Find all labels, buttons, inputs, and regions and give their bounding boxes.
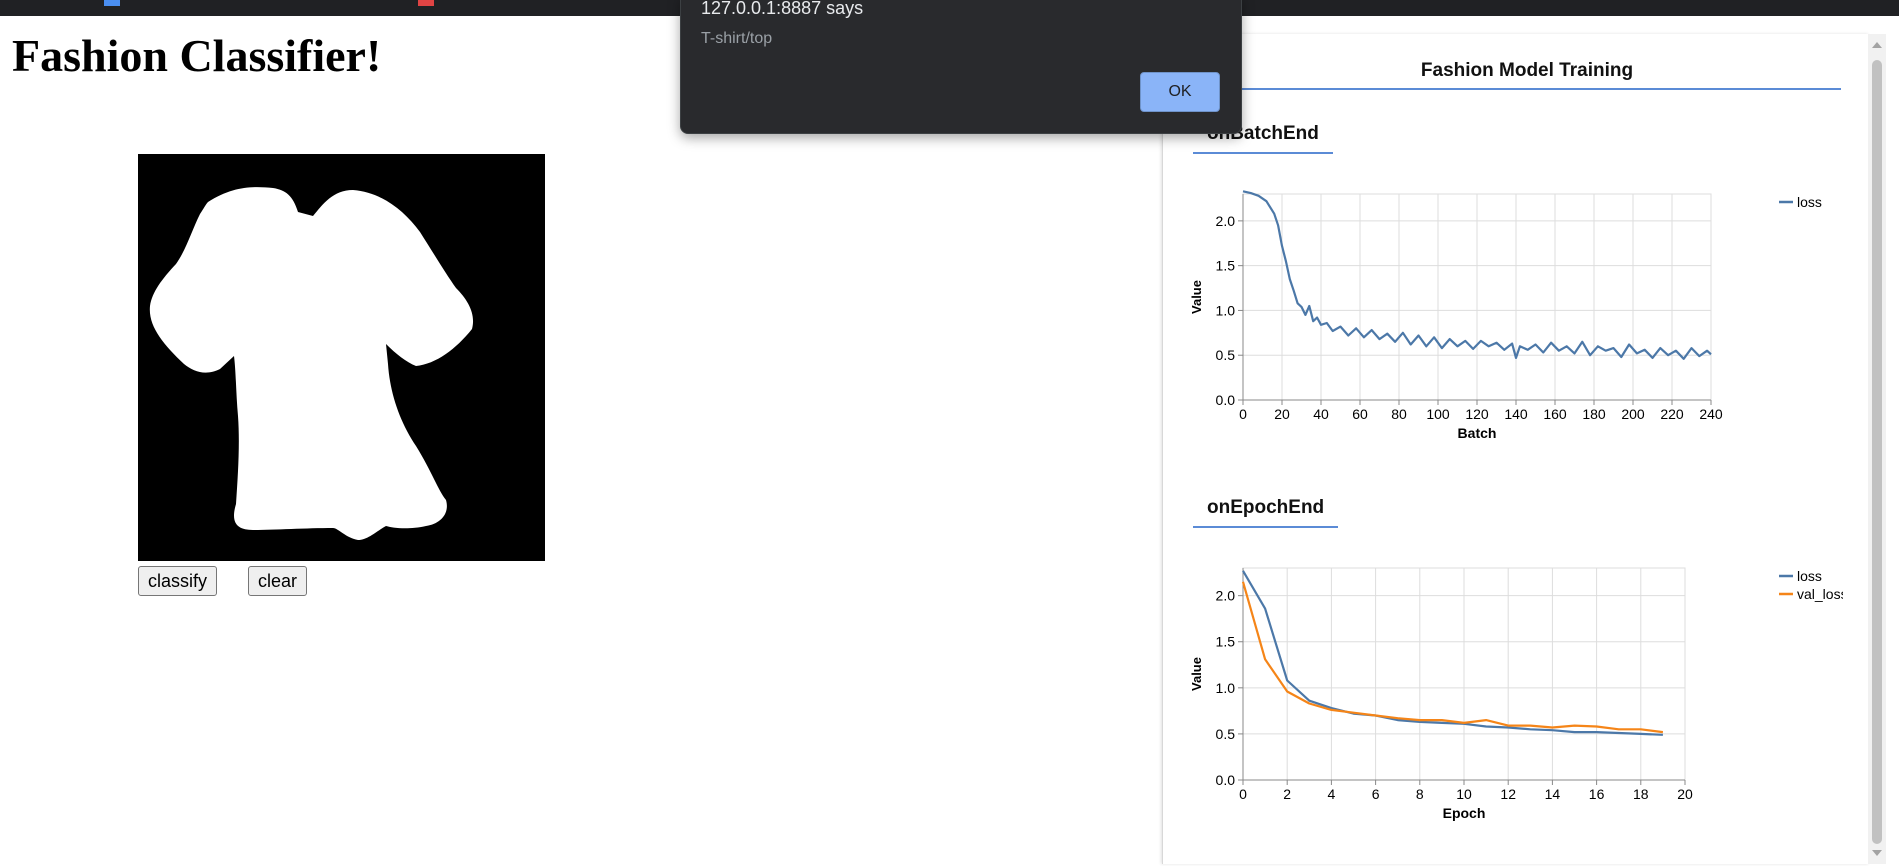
x-tick-label: 200 (1621, 406, 1645, 422)
scrollbar-thumb[interactable] (1872, 60, 1882, 844)
bookmark-icon-red[interactable] (418, 0, 434, 6)
drawing-canvas[interactable] (138, 154, 545, 561)
scroll-up-arrow-icon[interactable] (1872, 42, 1882, 48)
x-tick-label: 4 (1328, 786, 1336, 802)
x-axis-title: Batch (1458, 425, 1497, 441)
series-line-loss (1242, 190, 1712, 360)
x-tick-label: 180 (1582, 406, 1606, 422)
x-tick-label: 20 (1677, 786, 1693, 802)
epoch-loss-chart: 0 2 4 6 8 10 12 14 16 18 20 0.0 0.5 1.0 1.5 2.0 Epoch Val… (1189, 567, 1843, 821)
tab-label: Fashion Model Training (1420, 60, 1634, 81)
y-axis-title: Value (1189, 657, 1204, 691)
x-tick-label: 40 (1313, 406, 1329, 422)
x-tick-label: 120 (1465, 406, 1489, 422)
alert-dialog: 127.0.0.1:8887 says T-shirt/top OK (680, 0, 1242, 134)
x-tick-label: 12 (1500, 786, 1516, 802)
batch-loss-chart: 0 20 40 60 80 100 120 140 160 180 200 220 240 0.0 0.5 1… (1189, 190, 1822, 441)
x-tick-label: 2 (1283, 786, 1291, 802)
tab-fashion-model-training[interactable]: Fashion Model Training (1213, 54, 1841, 90)
x-tick-label: 0 (1239, 406, 1247, 422)
y-axis-title: Value (1189, 280, 1204, 314)
page-title: Fashion Classifier! (12, 30, 382, 81)
x-tick-label: 10 (1456, 786, 1472, 802)
y-tick-label: 2.0 (1216, 213, 1236, 229)
y-tick-label: 0.5 (1216, 347, 1236, 363)
classify-button[interactable]: classify (138, 566, 218, 596)
drawn-tshirt-icon (149, 187, 474, 540)
x-axis-title: Epoch (1443, 805, 1486, 821)
legend-label-loss: loss (1797, 194, 1822, 210)
x-tick-label: 14 (1545, 786, 1561, 802)
series-line-loss (1242, 570, 1663, 736)
x-tick-label: 60 (1352, 406, 1368, 422)
clear-button[interactable]: clear (248, 566, 308, 596)
scroll-down-arrow-icon[interactable] (1872, 850, 1882, 856)
x-tick-label: 16 (1589, 786, 1605, 802)
y-tick-label: 0.0 (1216, 772, 1236, 788)
dialog-ok-button[interactable]: OK (1140, 72, 1220, 112)
x-tick-label: 80 (1391, 406, 1407, 422)
x-tick-label: 160 (1543, 406, 1567, 422)
visor-scrollbar[interactable] (1868, 34, 1886, 864)
y-tick-label: 1.5 (1216, 258, 1236, 274)
bookmark-icon-blue[interactable] (104, 0, 120, 6)
x-tick-label: 18 (1633, 786, 1649, 802)
y-tick-label: 1.0 (1216, 680, 1236, 696)
x-tick-label: 0 (1239, 786, 1247, 802)
x-tick-label: 140 (1504, 406, 1528, 422)
y-tick-label: 2.0 (1216, 588, 1236, 604)
x-tick-label: 240 (1699, 406, 1723, 422)
series-line-val-loss (1241, 581, 1664, 734)
tfvis-visor-panel: Fashion Model Training onBatchEnd 0 20 40 6… (1162, 34, 1869, 864)
y-tick-label: 0.5 (1216, 726, 1236, 742)
surface-title-epoch[interactable]: onEpochEnd (1193, 494, 1339, 528)
legend-label-loss: loss (1797, 568, 1822, 584)
legend-label-val-loss: val_loss (1797, 586, 1843, 602)
x-tick-label: 6 (1372, 786, 1380, 802)
y-tick-label: 1.0 (1216, 302, 1236, 318)
y-tick-label: 1.5 (1216, 634, 1236, 650)
x-tick-label: 100 (1426, 406, 1450, 422)
x-tick-label: 8 (1416, 786, 1424, 802)
dialog-message: T-shirt/top (701, 30, 773, 47)
x-tick-label: 20 (1274, 406, 1290, 422)
dialog-title: 127.0.0.1:8887 says (701, 0, 864, 18)
x-tick-label: 220 (1660, 406, 1684, 422)
y-tick-label: 0.0 (1216, 392, 1236, 408)
